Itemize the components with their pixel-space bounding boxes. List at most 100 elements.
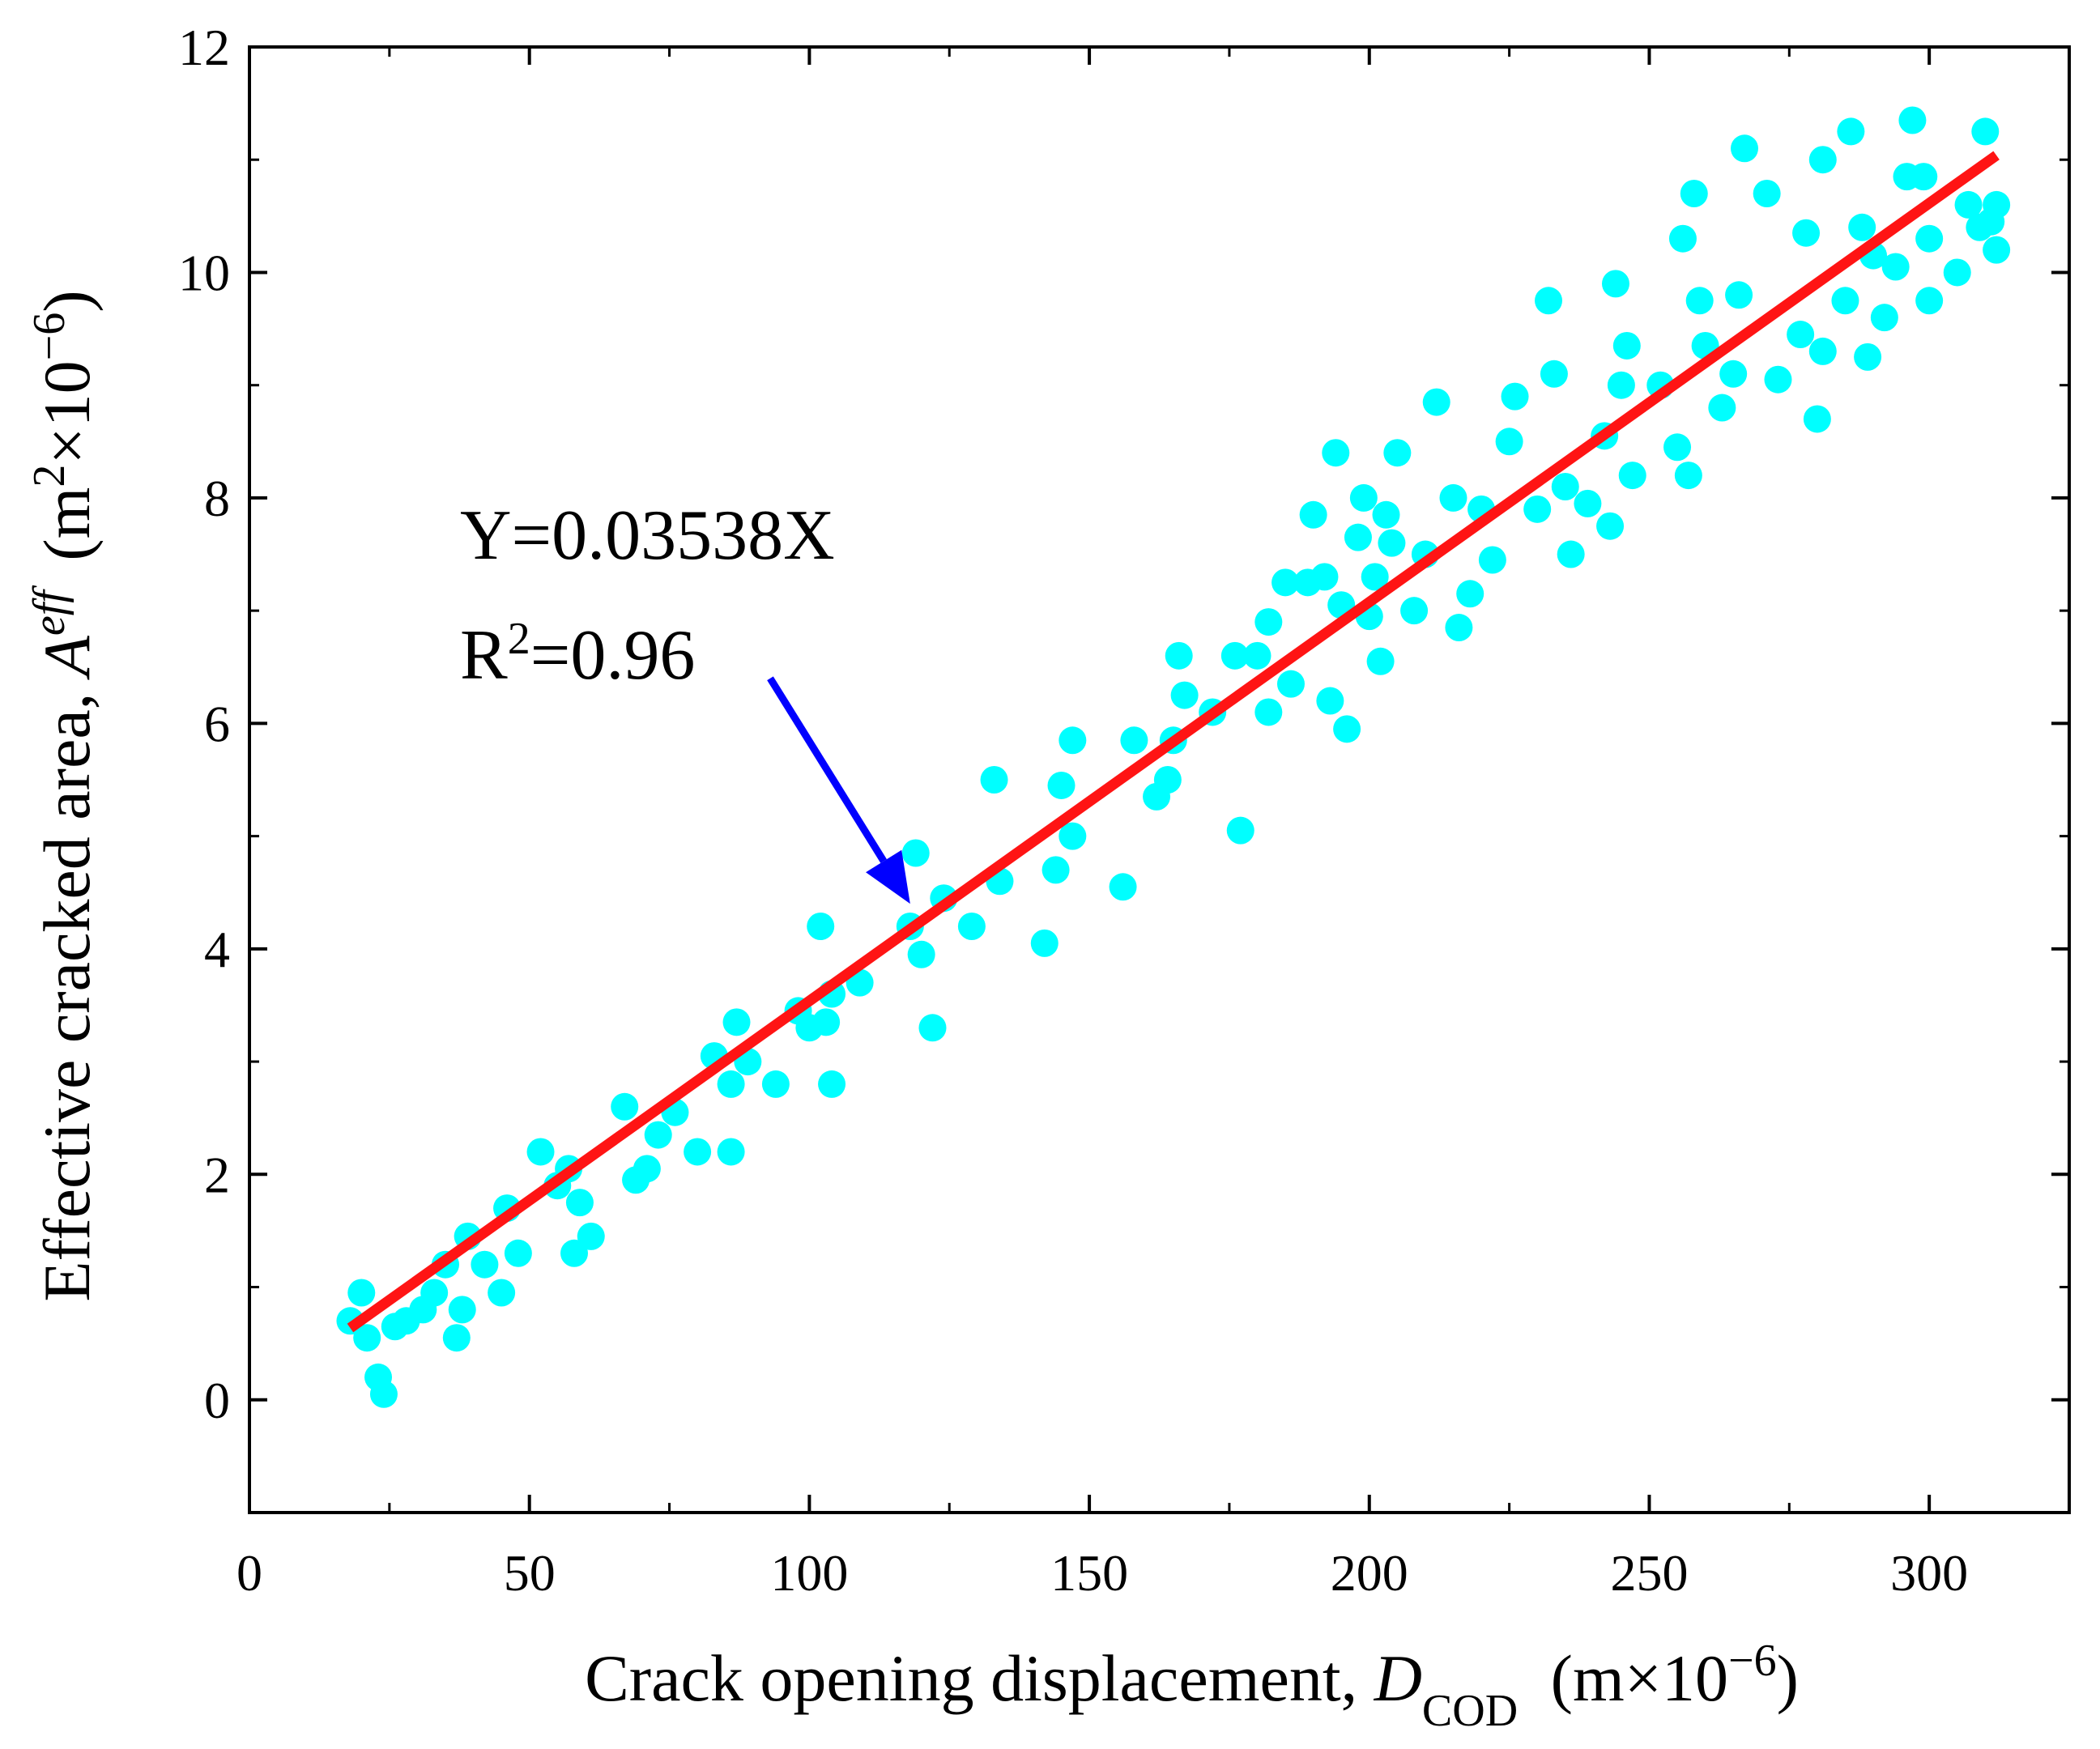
data-point xyxy=(471,1250,499,1279)
y-tick-label: 10 xyxy=(178,244,230,301)
x-tick-label: 100 xyxy=(770,1544,848,1602)
fit-equation-label: Y=0.03538X xyxy=(460,496,835,575)
y-axis-unit-exponent-1: 2 xyxy=(24,465,75,487)
data-point xyxy=(1898,106,1927,134)
data-point xyxy=(1310,563,1339,591)
data-points xyxy=(336,106,2011,1408)
data-point xyxy=(1792,219,1821,247)
y-axis-symbol: A xyxy=(30,635,104,680)
data-point xyxy=(1501,382,1529,411)
data-point xyxy=(907,940,935,968)
x-tick-label: 0 xyxy=(236,1544,262,1602)
y-tick-label: 8 xyxy=(204,470,230,527)
y-tick-label: 2 xyxy=(204,1146,230,1203)
data-point xyxy=(1059,822,1087,850)
x-axis-title-prefix: Crack opening displacement, xyxy=(585,1641,1357,1715)
data-point xyxy=(1943,258,1971,287)
data-point xyxy=(1674,462,1702,490)
data-point xyxy=(560,1239,589,1267)
data-point xyxy=(1725,281,1753,309)
data-point xyxy=(1881,253,1910,281)
data-point xyxy=(1910,163,1938,191)
data-point xyxy=(1837,117,1865,146)
y-axis-ticks: 0 2 4 6 8 10 12 xyxy=(178,19,2069,1514)
data-point xyxy=(1378,529,1406,557)
data-point xyxy=(1322,439,1350,467)
data-point xyxy=(717,1070,745,1098)
data-point xyxy=(1523,495,1552,523)
data-point xyxy=(1574,489,1602,517)
plot-border xyxy=(248,45,2071,1514)
x-tick-label: 200 xyxy=(1331,1544,1408,1602)
data-point xyxy=(1870,304,1898,332)
data-point xyxy=(1730,134,1758,163)
data-point xyxy=(1663,433,1692,462)
data-point xyxy=(1971,117,2000,146)
data-point xyxy=(1220,641,1249,670)
data-point xyxy=(1983,236,2011,264)
data-point xyxy=(1170,681,1199,709)
data-point xyxy=(1120,726,1148,755)
annotation-arrow-head xyxy=(866,849,910,904)
data-point xyxy=(1808,146,1837,174)
data-point xyxy=(1954,190,1983,219)
fit-line xyxy=(347,151,2000,1333)
y-axis-superscript: eff xyxy=(24,585,75,636)
data-point xyxy=(1540,360,1568,388)
data-point xyxy=(1030,929,1059,957)
x-axis-unit-close: ) xyxy=(1777,1641,1799,1715)
data-point xyxy=(526,1138,555,1166)
data-point xyxy=(1400,597,1429,625)
data-point xyxy=(1456,580,1484,608)
x-tick-label: 250 xyxy=(1610,1544,1688,1602)
data-point xyxy=(1680,180,1708,207)
y-tick-label: 4 xyxy=(204,921,230,978)
data-point xyxy=(1668,224,1697,253)
y-tick-label: 12 xyxy=(178,19,230,76)
r-squared-label: R2=0.96 xyxy=(460,614,695,695)
x-tick-label: 150 xyxy=(1050,1544,1128,1602)
y-axis-title: Effective cracked area, Aeff (m2×10−6) xyxy=(24,290,104,1301)
data-point xyxy=(488,1279,516,1307)
data-point xyxy=(611,1092,639,1121)
x-axis-ticks: 0 50 100 150 200 250 300 xyxy=(236,47,1968,1602)
data-point xyxy=(1753,180,1781,207)
annotation-arrow-group xyxy=(767,676,910,904)
r-squared-value: =0.96 xyxy=(530,616,696,695)
y-axis-unit-close: ) xyxy=(30,290,104,312)
x-axis-unit-open: (m×10 xyxy=(1551,1641,1728,1715)
data-point xyxy=(1612,331,1641,360)
data-point xyxy=(918,1014,947,1042)
data-point xyxy=(684,1138,712,1166)
data-point xyxy=(1272,568,1300,597)
data-point xyxy=(420,1279,449,1307)
data-point xyxy=(980,766,1008,794)
data-point xyxy=(1495,428,1523,456)
data-point xyxy=(1372,500,1400,529)
data-point xyxy=(1333,715,1361,743)
plot-frame xyxy=(248,45,2071,1514)
data-point xyxy=(1041,856,1070,884)
data-point xyxy=(1915,224,1944,253)
data-point xyxy=(1764,365,1792,394)
data-point xyxy=(901,839,930,867)
x-tick-label: 50 xyxy=(504,1544,556,1602)
data-point xyxy=(1557,540,1585,568)
x-tick-label: 300 xyxy=(1890,1544,1968,1602)
data-point xyxy=(1383,439,1412,467)
data-point xyxy=(722,1008,751,1036)
data-point xyxy=(369,1380,398,1408)
data-point xyxy=(1109,873,1137,901)
y-axis-unit-exponent-2: −6 xyxy=(24,313,75,361)
r-squared-exponent: 2 xyxy=(508,614,530,664)
y-axis-title-prefix: Effective cracked area, xyxy=(30,693,104,1302)
data-point xyxy=(1708,394,1736,422)
data-point xyxy=(761,1070,790,1098)
data-point xyxy=(1047,771,1076,799)
data-point xyxy=(353,1324,381,1352)
data-point xyxy=(957,913,986,940)
annotation-arrow-shaft xyxy=(767,676,887,863)
data-point xyxy=(1808,337,1837,365)
fit-line-group xyxy=(347,151,2000,1333)
